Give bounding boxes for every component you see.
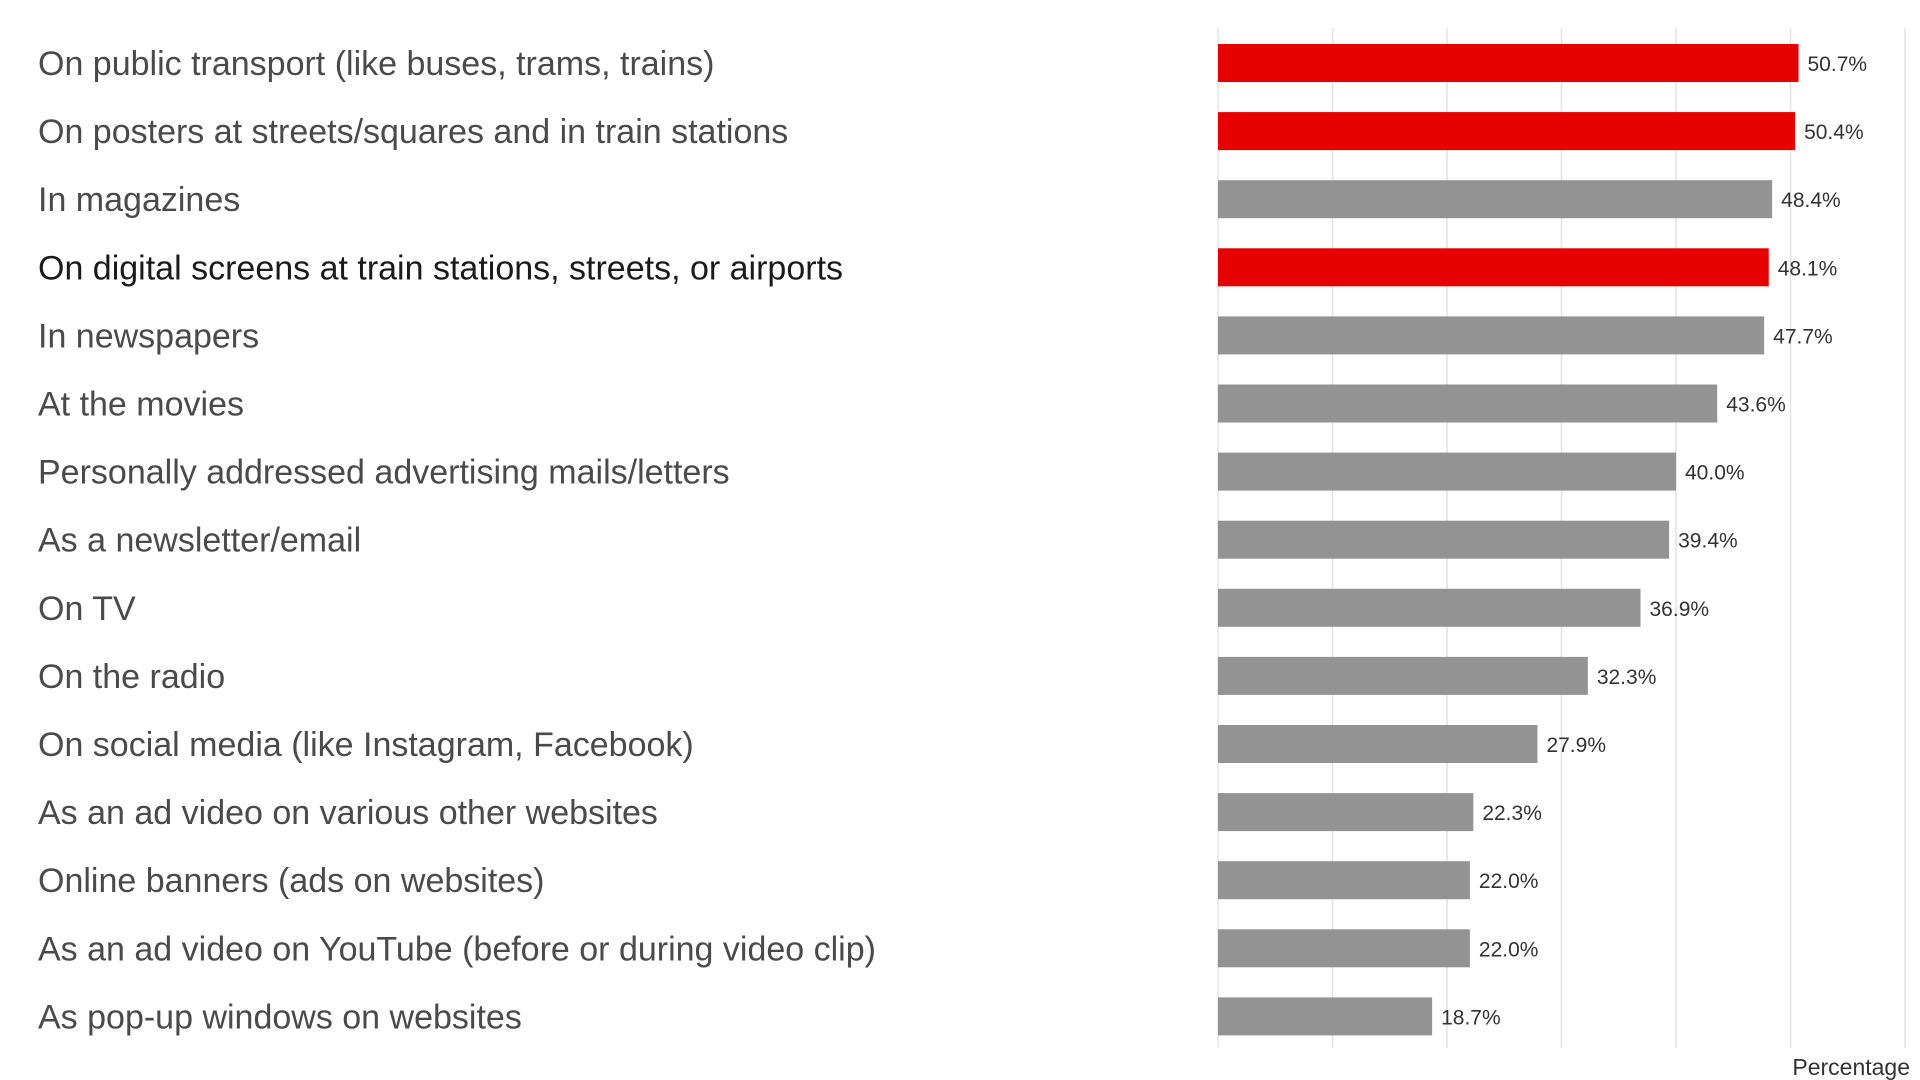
category-label: In magazines	[38, 181, 240, 219]
value-label: 50.7%	[1808, 53, 1868, 76]
value-label: 22.0%	[1479, 870, 1539, 893]
value-label: 47.7%	[1773, 325, 1833, 348]
category-label: Personally addressed advertising mails/l…	[38, 454, 730, 492]
value-label: 48.1%	[1778, 257, 1838, 280]
bars	[1218, 44, 1799, 1036]
category-label: Online banners (ads on websites)	[38, 862, 545, 900]
value-label: 27.9%	[1546, 734, 1606, 757]
value-label: 48.4%	[1781, 189, 1841, 212]
bar	[1218, 793, 1474, 832]
category-label: On TV	[38, 590, 136, 628]
category-label: On public transport (like buses, trams, …	[38, 45, 714, 83]
category-label: As pop-up windows on websites	[38, 998, 522, 1036]
value-label: 22.0%	[1479, 938, 1539, 961]
value-label: 18.7%	[1441, 1006, 1501, 1029]
category-label: On social media (like Instagram, Faceboo…	[38, 726, 694, 764]
value-label: 32.3%	[1597, 666, 1657, 689]
value-label: 39.4%	[1678, 530, 1738, 553]
bar	[1218, 44, 1799, 82]
category-label: In newspapers	[38, 317, 259, 355]
bar	[1218, 384, 1718, 423]
x-axis-title: Percentage	[1792, 1054, 1910, 1080]
bar	[1218, 929, 1470, 968]
bar	[1218, 997, 1433, 1036]
value-label: 40.0%	[1685, 462, 1745, 485]
value-label: 36.9%	[1650, 598, 1710, 621]
bar	[1218, 861, 1470, 900]
category-label: On digital screens at train stations, st…	[38, 249, 843, 287]
value-labels: 50.7% 50.4% 48.4% 48.1% 47.7% 43.6% 40.0% 39.4%…	[1441, 53, 1867, 1029]
category-label: On posters at streets/squares and in tra…	[38, 113, 788, 151]
category-labels: On public transport (like buses, trams, …	[38, 45, 876, 1036]
value-label: 43.6%	[1726, 394, 1786, 417]
bar	[1218, 725, 1538, 763]
bar	[1218, 588, 1641, 627]
category-label: As an ad video on various other websites	[38, 794, 658, 832]
category-label: As a newsletter/email	[38, 522, 361, 560]
bar	[1218, 520, 1670, 559]
value-label: 22.3%	[1482, 802, 1542, 825]
bar	[1218, 452, 1676, 491]
category-label: On the radio	[38, 658, 225, 696]
bar	[1218, 248, 1769, 287]
bar	[1218, 112, 1796, 151]
bar	[1218, 180, 1773, 219]
bar	[1218, 656, 1588, 695]
category-label: At the movies	[38, 386, 244, 424]
bar	[1218, 316, 1765, 355]
category-label: As an ad video on YouTube (before or dur…	[38, 930, 876, 968]
value-label: 50.4%	[1804, 121, 1864, 144]
